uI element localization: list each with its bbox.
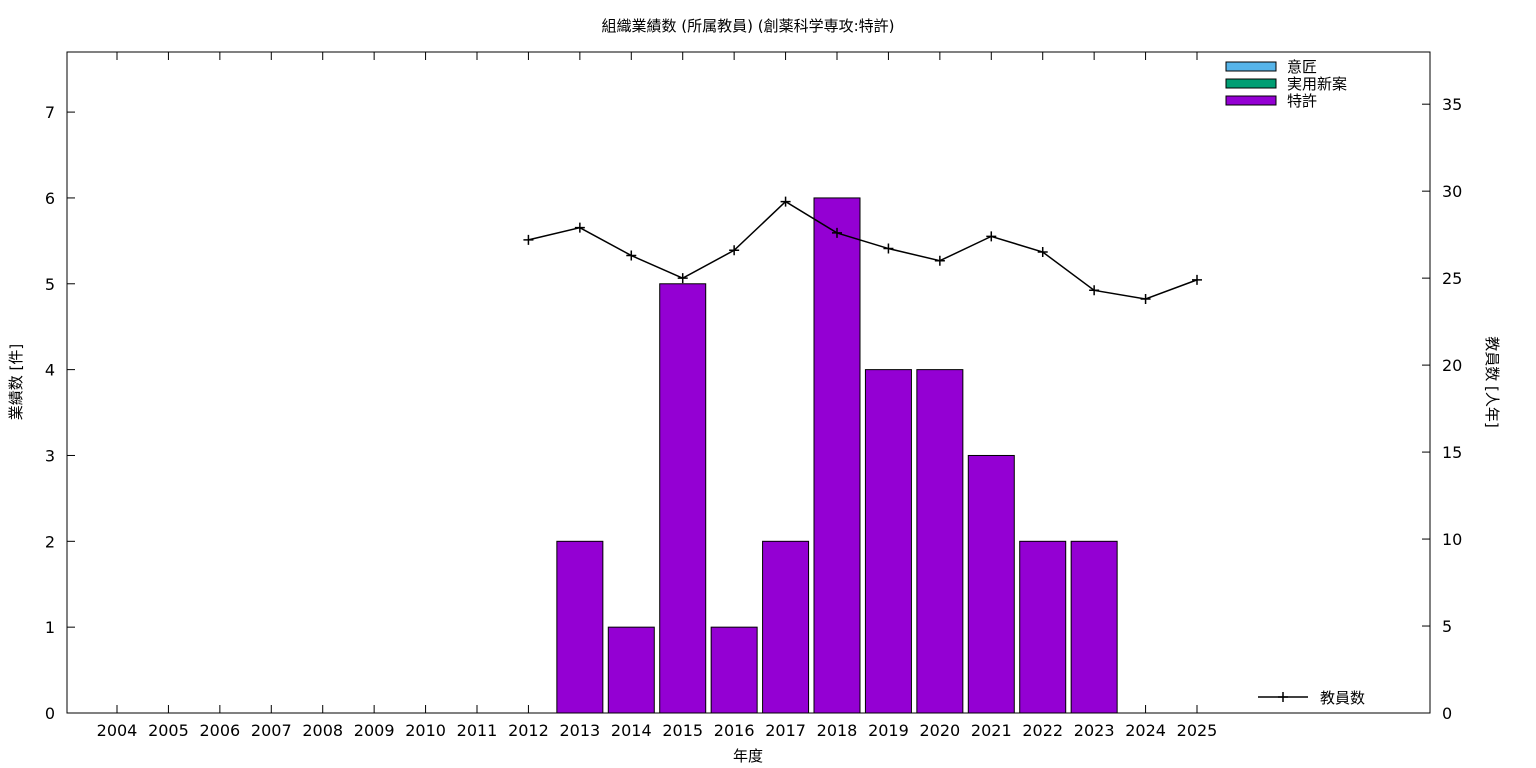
y-tick-label: 3 bbox=[45, 446, 55, 465]
line-point bbox=[677, 273, 688, 284]
bar bbox=[1019, 540, 1067, 714]
x-tick-label: 2021 bbox=[971, 721, 1012, 740]
bar bbox=[864, 369, 912, 714]
y2-tick-label: 10 bbox=[1442, 530, 1462, 549]
line-point bbox=[1192, 274, 1202, 285]
y-axis-title: 業績数 [件] bbox=[7, 344, 25, 420]
y2-tick-label: 0 bbox=[1442, 704, 1452, 723]
x-tick-label: 2022 bbox=[1022, 721, 1063, 740]
line-point bbox=[934, 255, 945, 266]
bar bbox=[659, 283, 707, 714]
y-tick-label: 5 bbox=[45, 275, 55, 294]
y2-axis-title: 教員数 [人年] bbox=[1483, 336, 1501, 427]
x-tick-label: 2014 bbox=[611, 721, 652, 740]
x-tick-label: 2005 bbox=[148, 721, 189, 740]
x-tick-label: 2010 bbox=[405, 721, 446, 740]
line-point bbox=[729, 245, 740, 256]
x-tick-label: 2016 bbox=[714, 721, 755, 740]
y2-tick-label: 20 bbox=[1442, 356, 1462, 375]
chart-title: 組織業績数 (所属教員) (創薬科学専攻:特許) bbox=[602, 17, 895, 35]
plot-frame bbox=[66, 51, 1431, 714]
x-tick-label: 2025 bbox=[1177, 721, 1218, 740]
line-series bbox=[528, 200, 1198, 300]
bar bbox=[916, 369, 964, 714]
x-axis-title: 年度 bbox=[733, 747, 763, 765]
x-tick-label: 2015 bbox=[662, 721, 703, 740]
legend-swatch bbox=[1225, 78, 1277, 89]
x-tick-label: 2008 bbox=[302, 721, 343, 740]
legend-line-marker bbox=[1278, 692, 1288, 702]
x-tick-label: 2019 bbox=[868, 721, 909, 740]
x-tick-label: 2020 bbox=[919, 721, 960, 740]
x-tick-label: 2024 bbox=[1125, 721, 1166, 740]
legend-label: 実用新案 bbox=[1287, 75, 1347, 93]
line-point bbox=[883, 243, 894, 254]
y-tick-label: 0 bbox=[45, 704, 55, 723]
legend-swatch bbox=[1225, 95, 1277, 106]
line-point bbox=[986, 231, 997, 242]
bar bbox=[607, 626, 655, 714]
line-point bbox=[523, 234, 534, 245]
line-point bbox=[1089, 285, 1100, 296]
x-tick-label: 2012 bbox=[508, 721, 549, 740]
legend-label: 教員数 bbox=[1320, 689, 1365, 707]
y-tick-label: 7 bbox=[45, 103, 55, 122]
x-tick-label: 2018 bbox=[817, 721, 858, 740]
line-point bbox=[832, 227, 842, 238]
y2-tick-label: 35 bbox=[1442, 95, 1462, 114]
bar bbox=[1070, 540, 1118, 714]
x-tick-label: 2009 bbox=[354, 721, 395, 740]
y-tick-label: 4 bbox=[45, 361, 55, 380]
bar bbox=[967, 454, 1015, 714]
y-tick-label: 1 bbox=[45, 618, 55, 637]
x-tick-label: 2007 bbox=[251, 721, 292, 740]
y2-tick-label: 5 bbox=[1442, 617, 1452, 636]
line-point bbox=[1140, 294, 1151, 305]
legend-label: 特許 bbox=[1287, 92, 1317, 110]
y2-tick-label: 15 bbox=[1442, 443, 1462, 462]
y-tick-label: 2 bbox=[45, 532, 55, 551]
y-tick-label: 6 bbox=[45, 189, 55, 208]
x-tick-label: 2004 bbox=[97, 721, 138, 740]
y2-tick-label: 30 bbox=[1442, 182, 1462, 201]
bar bbox=[813, 197, 861, 714]
bar bbox=[710, 626, 758, 714]
bar bbox=[556, 540, 604, 714]
line-point bbox=[626, 250, 637, 261]
x-tick-label: 2011 bbox=[457, 721, 498, 740]
line-point bbox=[574, 222, 585, 233]
bar bbox=[762, 540, 810, 714]
line-point bbox=[780, 196, 791, 207]
x-tick-label: 2006 bbox=[199, 721, 240, 740]
line-point bbox=[1037, 247, 1048, 258]
legend-swatch bbox=[1225, 61, 1277, 72]
legend-label: 意匠 bbox=[1287, 58, 1317, 76]
y2-tick-label: 25 bbox=[1442, 269, 1462, 288]
x-tick-label: 2017 bbox=[765, 721, 806, 740]
x-tick-label: 2013 bbox=[559, 721, 600, 740]
x-tick-label: 2023 bbox=[1074, 721, 1115, 740]
